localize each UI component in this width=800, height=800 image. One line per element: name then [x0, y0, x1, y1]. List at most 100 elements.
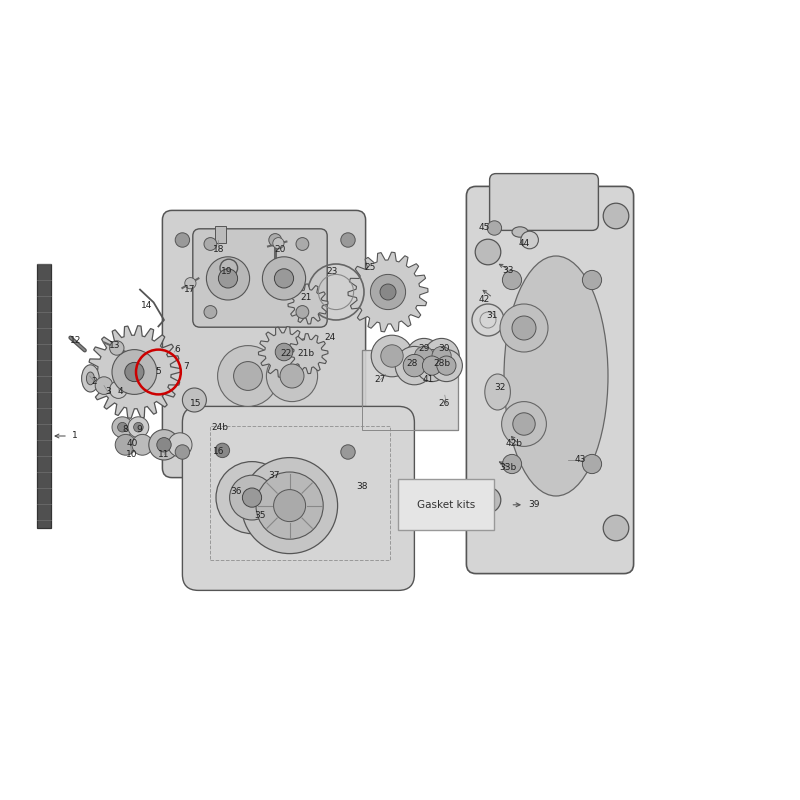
Circle shape — [128, 417, 149, 438]
Text: 8: 8 — [122, 425, 129, 434]
Polygon shape — [288, 334, 328, 374]
Circle shape — [296, 306, 309, 318]
Polygon shape — [258, 326, 310, 378]
Text: 19: 19 — [221, 267, 232, 277]
Circle shape — [380, 284, 396, 300]
Circle shape — [296, 238, 309, 250]
Circle shape — [182, 388, 206, 412]
Text: 1: 1 — [72, 431, 78, 441]
Circle shape — [110, 341, 124, 355]
Text: 40: 40 — [126, 439, 138, 449]
Circle shape — [512, 316, 536, 340]
Circle shape — [175, 233, 190, 247]
Circle shape — [218, 346, 278, 406]
Text: 26: 26 — [438, 399, 450, 409]
Circle shape — [157, 438, 171, 452]
Circle shape — [582, 270, 602, 290]
Circle shape — [371, 335, 413, 377]
Circle shape — [603, 203, 629, 229]
Text: 9: 9 — [136, 425, 142, 434]
Circle shape — [274, 269, 294, 288]
Text: 30: 30 — [438, 343, 450, 353]
Text: 28b: 28b — [433, 359, 450, 369]
Text: 42: 42 — [478, 295, 490, 305]
Text: 6: 6 — [174, 345, 181, 354]
Text: Gasket kits: Gasket kits — [417, 500, 475, 510]
Circle shape — [262, 257, 306, 300]
FancyBboxPatch shape — [490, 174, 598, 230]
Text: 38: 38 — [356, 482, 367, 491]
Circle shape — [149, 430, 179, 460]
Text: 33: 33 — [502, 266, 514, 275]
Text: 32: 32 — [494, 383, 506, 393]
Text: 31: 31 — [486, 311, 498, 321]
Circle shape — [266, 350, 318, 402]
Text: 10: 10 — [126, 450, 138, 459]
Text: 43: 43 — [574, 455, 586, 465]
Text: 44: 44 — [518, 239, 530, 249]
Text: 7: 7 — [182, 362, 189, 371]
Circle shape — [134, 422, 143, 432]
Circle shape — [275, 343, 293, 361]
Ellipse shape — [504, 256, 608, 496]
Circle shape — [395, 346, 434, 385]
Circle shape — [256, 472, 323, 539]
Circle shape — [502, 270, 522, 290]
Text: 36: 36 — [230, 487, 242, 497]
Text: 28: 28 — [406, 359, 418, 369]
Polygon shape — [288, 284, 328, 324]
FancyBboxPatch shape — [398, 479, 494, 530]
Circle shape — [381, 345, 403, 367]
Text: 23: 23 — [326, 267, 338, 277]
Text: 5: 5 — [155, 367, 162, 377]
Circle shape — [603, 515, 629, 541]
Text: 25: 25 — [364, 263, 375, 273]
Bar — [362, 350, 458, 430]
Circle shape — [112, 350, 157, 394]
Text: 17: 17 — [184, 285, 195, 294]
Circle shape — [95, 377, 113, 394]
Circle shape — [118, 422, 127, 432]
Circle shape — [521, 231, 538, 249]
Circle shape — [432, 346, 451, 366]
Text: 21b: 21b — [298, 349, 315, 358]
Text: 16: 16 — [213, 447, 224, 457]
FancyBboxPatch shape — [193, 229, 327, 327]
Circle shape — [280, 364, 304, 388]
Circle shape — [175, 445, 190, 459]
Circle shape — [273, 238, 284, 249]
Circle shape — [341, 233, 355, 247]
Circle shape — [406, 338, 442, 374]
Circle shape — [269, 234, 282, 246]
Text: 15: 15 — [190, 399, 202, 409]
Circle shape — [125, 362, 144, 382]
Circle shape — [437, 356, 456, 375]
Circle shape — [414, 346, 434, 366]
Text: 29: 29 — [418, 343, 430, 353]
Circle shape — [115, 434, 136, 455]
Circle shape — [204, 238, 217, 250]
Circle shape — [242, 488, 262, 507]
Circle shape — [403, 354, 426, 377]
Circle shape — [430, 350, 462, 382]
Circle shape — [242, 458, 338, 554]
Circle shape — [424, 338, 459, 374]
Text: 14: 14 — [141, 301, 152, 310]
FancyBboxPatch shape — [162, 210, 366, 478]
Text: 2: 2 — [91, 377, 98, 386]
Circle shape — [168, 433, 192, 457]
Text: 11: 11 — [158, 450, 170, 459]
Ellipse shape — [512, 227, 528, 238]
Text: 27: 27 — [374, 375, 386, 385]
Ellipse shape — [86, 372, 94, 385]
Text: 20: 20 — [274, 245, 286, 254]
Text: 42b: 42b — [505, 439, 522, 449]
Text: 21: 21 — [301, 293, 312, 302]
Text: 24b: 24b — [211, 423, 229, 433]
FancyBboxPatch shape — [182, 406, 414, 590]
Ellipse shape — [485, 374, 510, 410]
Text: 3: 3 — [105, 387, 111, 397]
Circle shape — [274, 490, 306, 522]
Circle shape — [513, 413, 535, 435]
Circle shape — [341, 445, 355, 459]
